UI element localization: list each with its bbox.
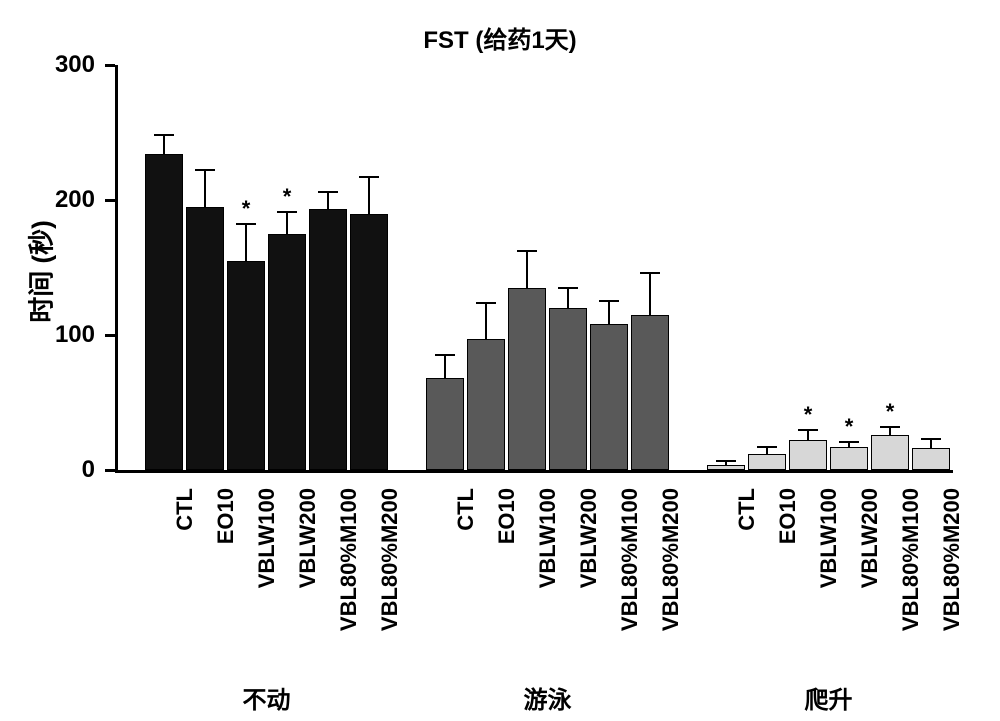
x-tick-label: VBL80%M100: [617, 488, 643, 658]
y-axis-label: 时间 (秒): [22, 211, 59, 331]
x-tick-label: CTL: [172, 488, 198, 658]
bar: [707, 65, 745, 470]
y-tick-label: 100: [35, 321, 95, 349]
bar: *: [789, 65, 827, 470]
bar: [590, 65, 628, 470]
x-tick-label: VBLW100: [816, 488, 842, 658]
x-tick-label: VBLW200: [295, 488, 321, 658]
y-tick-label: 200: [35, 186, 95, 214]
x-tick-label: CTL: [734, 488, 760, 658]
bar: [748, 65, 786, 470]
x-tick-label: VBL80%M200: [939, 488, 965, 658]
bar: *: [871, 65, 909, 470]
bar: [309, 65, 347, 470]
x-tick-label: CTL: [453, 488, 479, 658]
x-tick-label: EO10: [213, 488, 239, 658]
bar: [186, 65, 224, 470]
y-tick: [105, 334, 115, 337]
bar: *: [227, 65, 265, 470]
bar: *: [268, 65, 306, 470]
bar: *: [830, 65, 868, 470]
chart-title: FST (给药1天): [0, 20, 1000, 55]
bar: [631, 65, 669, 470]
y-tick: [105, 469, 115, 472]
x-tick-label: VBL80%M200: [658, 488, 684, 658]
significance-star: *: [789, 402, 827, 428]
y-tick: [105, 64, 115, 67]
y-tick-label: 300: [35, 51, 95, 79]
y-tick: [105, 199, 115, 202]
bar: [508, 65, 546, 470]
x-tick-label: VBLW200: [857, 488, 883, 658]
significance-star: *: [268, 184, 306, 210]
bar: [549, 65, 587, 470]
bar: [426, 65, 464, 470]
bar: [350, 65, 388, 470]
bar: [467, 65, 505, 470]
significance-star: *: [227, 196, 265, 222]
bar: [145, 65, 183, 470]
x-tick-label: VBL80%M200: [377, 488, 403, 658]
x-tick-label: VBL80%M100: [336, 488, 362, 658]
significance-star: *: [830, 414, 868, 440]
y-tick-label: 0: [35, 456, 95, 484]
x-tick-label: EO10: [494, 488, 520, 658]
x-tick-label: VBLW100: [535, 488, 561, 658]
chart-container: FST (给药1天) 时间 (秒) 0 100 200 300 CTL EO10 * VBLW…: [0, 0, 1000, 721]
x-tick-label: VBLW100: [254, 488, 280, 658]
bar: [912, 65, 950, 470]
group-label: 不动: [145, 680, 388, 715]
x-tick-label: VBLW200: [576, 488, 602, 658]
group-label: 爬升: [707, 680, 950, 715]
x-tick-label: EO10: [775, 488, 801, 658]
significance-star: *: [871, 399, 909, 425]
x-tick-label: VBL80%M100: [898, 488, 924, 658]
group-label: 游泳: [426, 680, 669, 715]
